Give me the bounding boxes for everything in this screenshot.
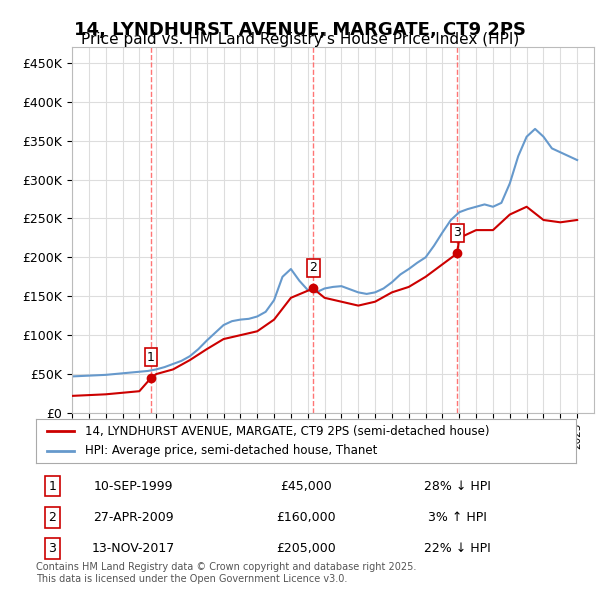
Text: 3: 3: [48, 542, 56, 555]
Text: 14, LYNDHURST AVENUE, MARGATE, CT9 2PS: 14, LYNDHURST AVENUE, MARGATE, CT9 2PS: [74, 21, 526, 39]
Text: HPI: Average price, semi-detached house, Thanet: HPI: Average price, semi-detached house,…: [85, 444, 377, 457]
Text: 13-NOV-2017: 13-NOV-2017: [92, 542, 175, 555]
Text: £160,000: £160,000: [276, 511, 336, 524]
Text: 28% ↓ HPI: 28% ↓ HPI: [424, 480, 491, 493]
Text: 3% ↑ HPI: 3% ↑ HPI: [428, 511, 487, 524]
Text: 1: 1: [48, 480, 56, 493]
Text: 27-APR-2009: 27-APR-2009: [93, 511, 173, 524]
Text: £205,000: £205,000: [276, 542, 336, 555]
Text: 1: 1: [147, 351, 155, 364]
Text: 14, LYNDHURST AVENUE, MARGATE, CT9 2PS (semi-detached house): 14, LYNDHURST AVENUE, MARGATE, CT9 2PS (…: [85, 425, 489, 438]
Text: £45,000: £45,000: [280, 480, 332, 493]
Text: 22% ↓ HPI: 22% ↓ HPI: [424, 542, 491, 555]
Text: Price paid vs. HM Land Registry's House Price Index (HPI): Price paid vs. HM Land Registry's House …: [81, 32, 519, 47]
Text: 3: 3: [453, 227, 461, 240]
Text: Contains HM Land Registry data © Crown copyright and database right 2025.
This d: Contains HM Land Registry data © Crown c…: [36, 562, 416, 584]
Text: 2: 2: [309, 261, 317, 274]
Text: 2: 2: [48, 511, 56, 524]
Text: 10-SEP-1999: 10-SEP-1999: [94, 480, 173, 493]
